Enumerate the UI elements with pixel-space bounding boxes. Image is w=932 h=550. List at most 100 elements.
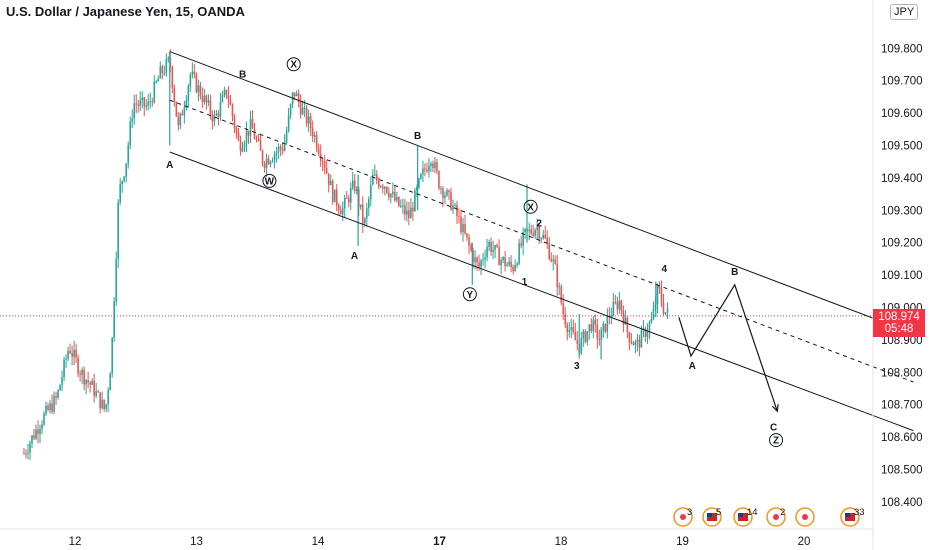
candle-body xyxy=(536,227,538,231)
candle-body xyxy=(371,174,374,185)
candle-body xyxy=(486,247,488,258)
candle-body xyxy=(478,262,480,267)
candle-body xyxy=(93,380,95,396)
candle-body xyxy=(454,204,456,206)
candle-body xyxy=(496,245,498,247)
wave-label: C xyxy=(770,423,777,434)
candle-body xyxy=(502,257,504,261)
candle-body xyxy=(357,189,360,208)
candle-body xyxy=(241,147,244,152)
candle-body xyxy=(189,74,192,87)
channel-line xyxy=(169,51,914,334)
candle-body xyxy=(327,173,330,186)
event-dot-icon xyxy=(680,514,686,520)
candle-body xyxy=(73,349,75,357)
candle-body xyxy=(432,163,434,169)
candle-body xyxy=(33,435,35,439)
candle-body xyxy=(560,286,563,303)
candle-body xyxy=(315,135,318,149)
candle-body xyxy=(382,186,384,189)
candle-body xyxy=(570,327,573,330)
event-marker[interactable]: 33 xyxy=(840,507,865,527)
candle-body xyxy=(45,405,47,414)
candle-body xyxy=(440,188,442,190)
candle-body xyxy=(402,205,404,207)
event-dot-icon xyxy=(773,514,779,520)
candle-body xyxy=(273,154,276,161)
candle-body xyxy=(592,319,595,332)
event-count: 2 xyxy=(780,507,785,518)
wave-label: 2 xyxy=(536,219,542,230)
candle-body xyxy=(145,105,148,107)
wave-label: A xyxy=(351,251,358,262)
candle-body xyxy=(161,66,164,74)
candle-body xyxy=(147,101,150,106)
candle-body xyxy=(438,171,440,189)
candle-body xyxy=(442,188,444,198)
candle-body xyxy=(516,263,518,266)
event-marker[interactable] xyxy=(795,507,815,527)
candle-body xyxy=(520,243,522,246)
candle-body xyxy=(117,202,119,259)
event-marker[interactable]: 3 xyxy=(673,507,693,527)
candle-body xyxy=(376,174,378,181)
wave-label: X xyxy=(290,60,297,71)
candle-body xyxy=(500,260,502,266)
candle-body xyxy=(488,242,490,248)
candle-body xyxy=(630,342,633,344)
candle-body xyxy=(135,103,138,105)
candle-body xyxy=(460,216,462,233)
x-tick-label: 13 xyxy=(190,536,203,548)
candle-body xyxy=(408,210,410,219)
candle-body xyxy=(69,350,71,354)
candle-body xyxy=(257,139,260,141)
event-marker[interactable]: 14 xyxy=(733,507,758,527)
event-count: 3 xyxy=(687,507,692,518)
candle-body xyxy=(283,142,286,151)
flag-icon-canton xyxy=(845,513,850,517)
candle-body xyxy=(223,89,226,96)
candle-body xyxy=(624,317,627,325)
candle-body xyxy=(255,138,258,140)
candle-body xyxy=(508,261,510,265)
candle-body xyxy=(614,302,617,304)
event-marker[interactable]: 2 xyxy=(766,507,786,527)
wave-label-circle xyxy=(769,433,784,448)
candle-body xyxy=(71,353,73,357)
candle-body xyxy=(546,238,549,244)
y-tick-label: 108.400 xyxy=(881,497,923,509)
event-marker[interactable]: 5 xyxy=(702,507,722,527)
y-tick-label: 109.600 xyxy=(881,108,923,120)
candle-body xyxy=(518,243,520,264)
candle-body xyxy=(542,234,545,239)
candle-body xyxy=(311,128,314,137)
candle-body xyxy=(153,81,156,103)
wave-label: Z xyxy=(773,436,779,447)
candle-body xyxy=(83,369,85,385)
candle-body xyxy=(584,331,587,342)
candle-body xyxy=(644,328,647,337)
candle-body xyxy=(396,196,398,201)
x-tick-label: 19 xyxy=(676,536,689,548)
candle-body xyxy=(550,258,553,262)
candle-body xyxy=(448,190,450,192)
wave-label-circle xyxy=(523,199,538,214)
candle-body xyxy=(125,163,128,177)
candle-body xyxy=(137,104,140,106)
candle-body xyxy=(634,342,637,346)
candle-body xyxy=(63,359,65,378)
candle-body xyxy=(301,108,304,115)
candle-body xyxy=(217,113,220,117)
candle-body xyxy=(612,302,615,316)
candle-body xyxy=(105,404,107,410)
candle-body xyxy=(534,230,536,236)
chart-title: U.S. Dollar / Japanese Yen, 15, OANDA xyxy=(6,4,245,19)
candle-body xyxy=(363,218,366,224)
wave-label: 1 xyxy=(522,277,528,288)
currency-badge[interactable]: JPY xyxy=(890,4,919,20)
candle-body xyxy=(331,180,334,203)
candle-body xyxy=(400,205,402,207)
projection-arrowhead xyxy=(771,404,779,413)
candle-body xyxy=(374,174,376,176)
